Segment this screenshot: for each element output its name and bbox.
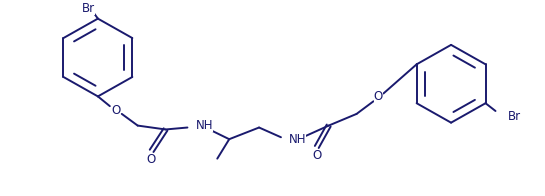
Text: O: O <box>312 149 322 162</box>
Text: Br: Br <box>81 2 94 15</box>
Text: Br: Br <box>507 110 520 123</box>
Text: NH: NH <box>196 119 213 132</box>
Text: O: O <box>374 90 383 103</box>
Text: O: O <box>111 103 120 116</box>
Text: NH: NH <box>289 133 306 146</box>
Text: O: O <box>146 153 155 166</box>
